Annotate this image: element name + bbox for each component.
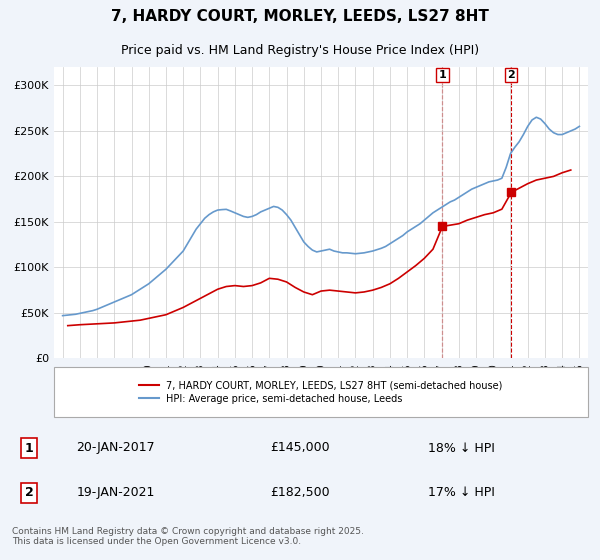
Text: £182,500: £182,500 (270, 486, 330, 500)
Text: 7, HARDY COURT, MORLEY, LEEDS, LS27 8HT: 7, HARDY COURT, MORLEY, LEEDS, LS27 8HT (111, 10, 489, 24)
Text: 1: 1 (25, 441, 34, 455)
Text: £145,000: £145,000 (270, 441, 330, 455)
Text: 19-JAN-2021: 19-JAN-2021 (76, 486, 155, 500)
Text: Contains HM Land Registry data © Crown copyright and database right 2025.
This d: Contains HM Land Registry data © Crown c… (12, 527, 364, 547)
Legend: 7, HARDY COURT, MORLEY, LEEDS, LS27 8HT (semi-detached house), HPI: Average pric: 7, HARDY COURT, MORLEY, LEEDS, LS27 8HT … (134, 375, 508, 409)
Text: 20-JAN-2017: 20-JAN-2017 (76, 441, 155, 455)
Text: 2: 2 (508, 70, 515, 80)
Text: Price paid vs. HM Land Registry's House Price Index (HPI): Price paid vs. HM Land Registry's House … (121, 44, 479, 57)
Text: 2: 2 (25, 486, 34, 500)
Text: 1: 1 (439, 70, 446, 80)
FancyBboxPatch shape (54, 367, 588, 417)
Text: 17% ↓ HPI: 17% ↓ HPI (428, 486, 495, 500)
Text: 18% ↓ HPI: 18% ↓ HPI (428, 441, 495, 455)
